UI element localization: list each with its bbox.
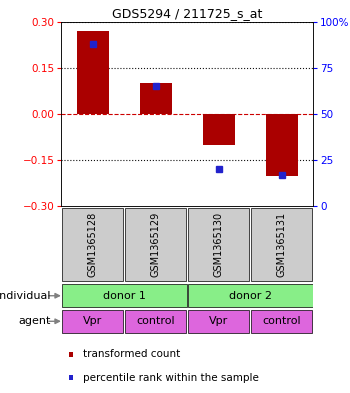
Bar xyxy=(203,114,235,145)
Bar xyxy=(251,208,312,281)
Bar xyxy=(125,310,186,333)
Text: individual: individual xyxy=(0,291,51,301)
Title: GDS5294 / 211725_s_at: GDS5294 / 211725_s_at xyxy=(112,7,262,20)
Bar xyxy=(77,31,108,114)
Text: donor 1: donor 1 xyxy=(103,291,146,301)
Bar xyxy=(62,310,123,333)
Bar xyxy=(69,352,73,356)
Bar xyxy=(140,83,172,114)
Bar xyxy=(251,310,312,333)
Bar xyxy=(188,284,313,307)
Bar xyxy=(188,310,249,333)
Text: Vpr: Vpr xyxy=(209,316,228,326)
Bar xyxy=(125,208,186,281)
Text: agent: agent xyxy=(18,316,51,326)
Text: control: control xyxy=(136,316,175,326)
Text: GSM1365130: GSM1365130 xyxy=(214,212,224,277)
Text: GSM1365129: GSM1365129 xyxy=(151,212,161,277)
Text: GSM1365131: GSM1365131 xyxy=(277,212,287,277)
Bar xyxy=(188,208,249,281)
Text: GSM1365128: GSM1365128 xyxy=(88,212,98,277)
Text: donor 2: donor 2 xyxy=(229,291,272,301)
Text: percentile rank within the sample: percentile rank within the sample xyxy=(83,373,259,383)
Bar xyxy=(69,375,73,380)
Text: transformed count: transformed count xyxy=(83,349,180,360)
Text: control: control xyxy=(262,316,301,326)
Bar xyxy=(62,208,123,281)
Text: Vpr: Vpr xyxy=(83,316,102,326)
Bar xyxy=(62,284,187,307)
Bar xyxy=(266,114,298,176)
